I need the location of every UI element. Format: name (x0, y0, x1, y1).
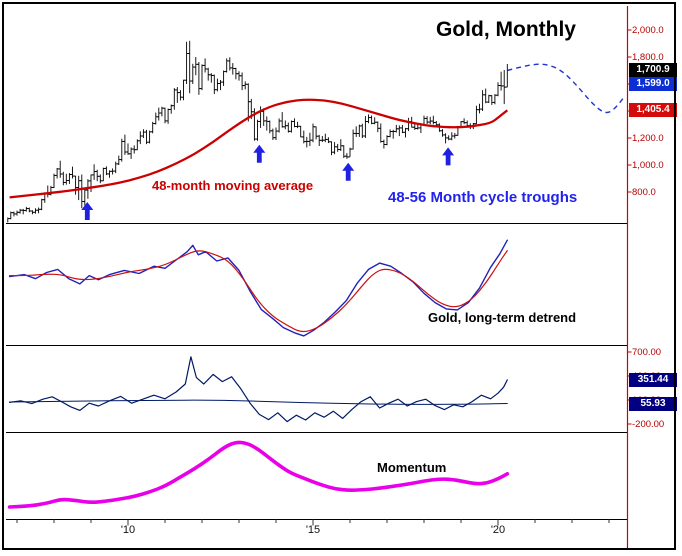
x-axis-label: '15 (305, 524, 321, 536)
detrend-oscillator-line (9, 356, 508, 423)
x-axis-label: '20 (490, 524, 506, 536)
axis-tick-label: 1,200.0 (632, 132, 664, 144)
cycle-trough-arrow (81, 202, 94, 220)
ma48-line (9, 98, 509, 199)
momentum-annotation: Momentum (377, 460, 447, 475)
axis-tick-label: 2,000.0 (632, 24, 664, 36)
axis-tick-label: 1,800.0 (632, 51, 664, 63)
ma-annotation: 48-month moving average (152, 178, 314, 193)
axis-value-badge: 351.44 (629, 372, 677, 387)
cycle-trough-arrow (442, 147, 455, 166)
axis-tick-label: -200.00 (632, 418, 665, 430)
oscillator-average-line (9, 399, 508, 405)
axis-value-badge: 1,599.0 (629, 77, 677, 92)
axis-tick-label: 700.00 (632, 346, 662, 358)
chart-title: Gold, Monthly (436, 18, 576, 41)
axis-tick-label: 1,000.0 (632, 159, 664, 171)
gold-detrend-smoothed-line (9, 250, 508, 333)
cycle-projection-line (507, 63, 625, 114)
detrend-annotation: Gold, long-term detrend (428, 310, 577, 325)
x-axis-label: '10 (120, 524, 136, 536)
axis-tick-label: 800.0 (632, 186, 656, 198)
axis-value-badge: 55.93 (629, 396, 677, 411)
cycle-trough-arrow (253, 144, 266, 163)
axis-value-badge: 1,405.4 (629, 103, 677, 118)
cycle-trough-arrow (342, 162, 355, 181)
momentum-line (7, 440, 510, 509)
axis-value-badge: 1,700.9 (629, 63, 677, 78)
cycle-troughs-annotation: 48-56 Month cycle troughs (388, 189, 578, 206)
